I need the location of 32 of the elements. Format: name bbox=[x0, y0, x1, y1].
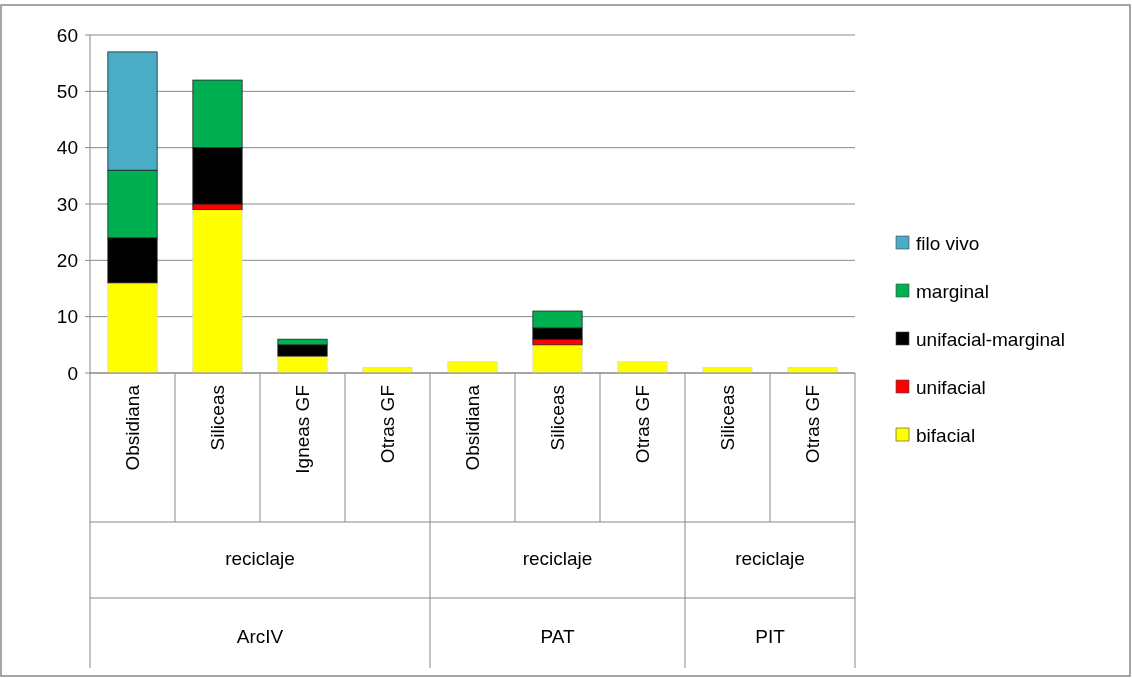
y-tick-label: 20 bbox=[56, 249, 78, 271]
y-tick-label: 30 bbox=[56, 193, 78, 215]
y-tick-label: 10 bbox=[56, 306, 78, 328]
bar bbox=[447, 361, 498, 374]
legend-label: marginal bbox=[916, 280, 989, 302]
text: reciclaje bbox=[225, 548, 295, 569]
text: PAT bbox=[540, 626, 575, 647]
x-tick-label: Siliceas bbox=[547, 385, 569, 451]
bar bbox=[617, 361, 668, 374]
x-tick-label: Otras GF bbox=[377, 385, 399, 464]
x-tick-label: Siliceas bbox=[207, 385, 229, 451]
x-tick-label: Siliceas bbox=[717, 385, 739, 451]
text: reciclaje bbox=[522, 548, 593, 569]
text: reciclaje bbox=[735, 548, 805, 569]
bar bbox=[107, 282, 158, 374]
bar bbox=[192, 209, 243, 374]
legend-label: unifacial bbox=[916, 376, 986, 398]
x-tick-label: Obsidiana bbox=[122, 384, 144, 471]
y-tick-label: 0 bbox=[67, 362, 78, 384]
text: PIT bbox=[755, 626, 786, 647]
text: ArcIV bbox=[236, 626, 284, 647]
x-tick-label: Igneas GF bbox=[292, 385, 314, 474]
y-tick-label: 50 bbox=[56, 80, 78, 102]
y-tick-label: 60 bbox=[56, 24, 78, 46]
legend-label: filo vivo bbox=[916, 232, 980, 254]
x-tick-label: Obsidiana bbox=[462, 384, 484, 471]
x-tick-label: Otras GF bbox=[632, 385, 654, 464]
legend-label: bifacial bbox=[916, 424, 976, 446]
bar bbox=[532, 344, 583, 374]
y-tick-label: 40 bbox=[56, 137, 78, 159]
x-tick-label: Otras GF bbox=[802, 385, 824, 464]
legend-label: unifacial-marginal bbox=[916, 328, 1065, 350]
